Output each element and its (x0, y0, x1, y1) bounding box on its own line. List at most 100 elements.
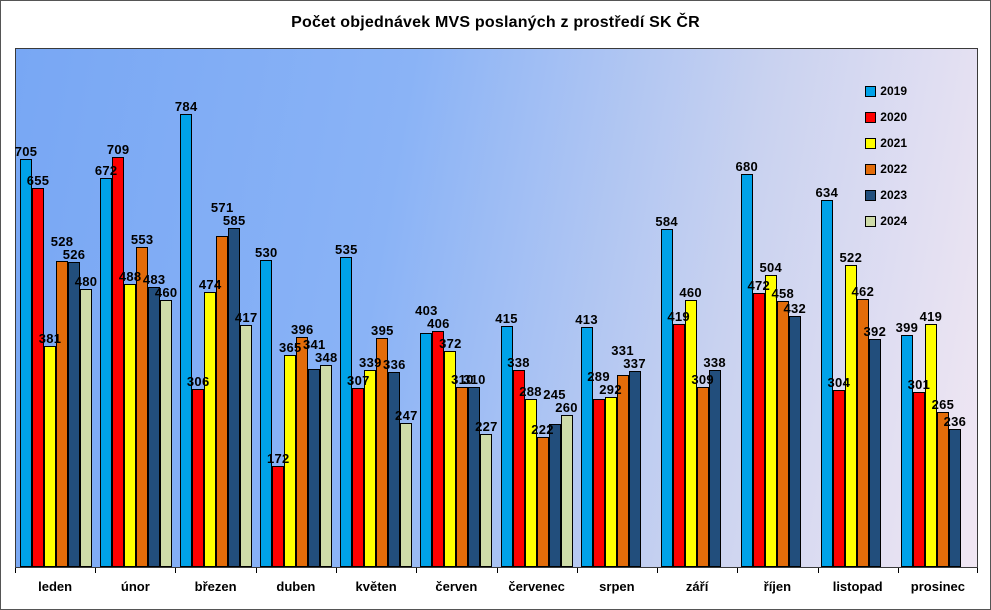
bar-červen-2019[interactable] (420, 333, 433, 567)
bar-červen-2021[interactable] (444, 350, 457, 567)
bar-srpen-2023[interactable] (628, 371, 641, 567)
bar-prosinec-2023[interactable] (948, 429, 961, 567)
bar-březen-2024[interactable] (240, 325, 253, 567)
bar-červen-2020[interactable] (432, 331, 445, 567)
bar-leden-2024[interactable] (80, 288, 93, 567)
bar-listopad-2023[interactable] (868, 339, 881, 567)
bar-červenec-2022[interactable] (536, 437, 549, 567)
bar-slot: 460 (155, 49, 177, 567)
bar-listopad-2021[interactable] (844, 264, 857, 567)
bar-duben-2024[interactable] (320, 364, 333, 567)
bar-value-label-leden-2023: 526 (62, 247, 86, 263)
bar-value-label-duben-2022: 396 (290, 322, 314, 338)
bar-value-label-květen-2023: 336 (383, 356, 406, 372)
bar-říjen-2023[interactable] (788, 316, 801, 567)
bar-slot: 655 (27, 49, 49, 567)
bar-únor-2024[interactable] (160, 300, 173, 567)
bar-říjen-2022[interactable] (776, 301, 789, 567)
bar-leden-2022[interactable] (56, 261, 69, 567)
bar-leden-2019[interactable] (20, 159, 33, 567)
legend-item-2024[interactable]: 2024 (865, 215, 907, 228)
axis-tick (897, 568, 899, 573)
bar-červen-2022[interactable] (456, 386, 469, 567)
bar-červenec-2019[interactable] (500, 326, 513, 567)
bar-březen-2019[interactable] (180, 113, 193, 567)
bar-leden-2023[interactable] (68, 262, 81, 567)
legend-item-2019[interactable]: 2019 (865, 85, 907, 98)
bar-únor-2023[interactable] (148, 287, 161, 567)
bar-květen-2021[interactable] (364, 369, 377, 567)
bar-prosinec-2019[interactable] (900, 335, 913, 567)
bar-červenec-2023[interactable] (548, 424, 561, 567)
bar-květen-2020[interactable] (352, 388, 365, 567)
bar-květen-2019[interactable] (340, 257, 353, 567)
axis-tick (496, 568, 498, 573)
bar-srpen-2021[interactable] (604, 396, 617, 567)
bar-slot: 306 (187, 49, 209, 567)
bar-value-label-červenec-2020: 338 (507, 355, 530, 371)
bar-leden-2021[interactable] (44, 345, 57, 567)
bar-group-květen: 535 307 339 395 336 247 (335, 49, 417, 567)
bar-březen-2021[interactable] (204, 292, 217, 567)
bar-červenec-2020[interactable] (512, 370, 525, 567)
bar-prosinec-2021[interactable] (924, 323, 937, 567)
legend-item-2022[interactable]: 2022 (865, 163, 907, 176)
bar-listopad-2022[interactable] (856, 299, 869, 567)
bar-říjen-2021[interactable] (764, 274, 777, 567)
bar-březen-2023[interactable] (228, 228, 241, 567)
bar-září-2023[interactable] (708, 370, 721, 567)
bar-duben-2022[interactable] (296, 337, 309, 567)
bar-červen-2024[interactable] (480, 434, 493, 567)
bar-slot: 413 (575, 49, 598, 567)
x-label-květen: květen (355, 579, 397, 594)
bar-září-2020[interactable] (672, 323, 685, 567)
bar-únor-2021[interactable] (124, 284, 137, 567)
bar-value-label-září-2019: 584 (655, 213, 678, 229)
bar-leden-2020[interactable] (32, 188, 45, 567)
bar-prosinec-2020[interactable] (912, 391, 925, 567)
bar-září-2021[interactable] (684, 300, 697, 567)
bar-value-label-červenec-2024: 260 (555, 400, 578, 416)
bar-value-label-březen-2019: 784 (174, 98, 198, 114)
bar-duben-2019[interactable] (260, 259, 273, 567)
bar-září-2019[interactable] (660, 228, 673, 567)
legend-item-2023[interactable]: 2023 (865, 189, 907, 202)
bar-květen-2024[interactable] (400, 422, 413, 567)
bar-listopad-2020[interactable] (832, 390, 845, 567)
bar-srpen-2022[interactable] (616, 374, 629, 567)
axis-tick (656, 568, 658, 573)
bar-prosinec-2022[interactable] (936, 412, 949, 567)
bar-value-label-únor-2024: 460 (154, 285, 178, 301)
axis-tick (416, 568, 418, 573)
axis-tick (817, 568, 819, 573)
bar-slot: 474 (199, 49, 221, 567)
bar-květen-2022[interactable] (376, 337, 389, 567)
bar-listopad-2019[interactable] (820, 200, 833, 567)
bar-únor-2022[interactable] (136, 246, 149, 567)
bar-září-2022[interactable] (696, 387, 709, 567)
bar-srpen-2019[interactable] (580, 327, 593, 567)
bar-srpen-2020[interactable] (592, 398, 605, 567)
bar-value-label-říjen-2023: 432 (783, 301, 807, 317)
bar-group-únor: 672 709 488 553 483 460 (95, 49, 177, 567)
bar-květen-2023[interactable] (388, 371, 401, 567)
legend-label-2019: 2019 (880, 84, 907, 98)
bar-červenec-2024[interactable] (560, 415, 573, 567)
bar-group-březen: 784 306 474 571 585 417 (174, 49, 257, 567)
bar-únor-2020[interactable] (112, 156, 125, 567)
bar-říjen-2019[interactable] (740, 173, 753, 567)
legend-item-2020[interactable]: 2020 (865, 111, 907, 124)
bar-duben-2021[interactable] (284, 354, 297, 567)
bar-value-label-červen-2023: 310 (463, 371, 486, 387)
bar-value-label-březen-2023: 585 (222, 213, 246, 229)
bar-duben-2020[interactable] (272, 466, 285, 567)
bar-červenec-2021[interactable] (524, 399, 537, 567)
bar-slot: 331 (611, 49, 634, 567)
bar-červen-2023[interactable] (468, 386, 481, 567)
bar-duben-2023[interactable] (308, 368, 321, 567)
legend-item-2021[interactable]: 2021 (865, 137, 907, 150)
bar-únor-2019[interactable] (100, 178, 113, 567)
bar-říjen-2020[interactable] (752, 293, 765, 567)
bar-březen-2020[interactable] (192, 388, 205, 567)
bar-březen-2022[interactable] (216, 236, 229, 567)
